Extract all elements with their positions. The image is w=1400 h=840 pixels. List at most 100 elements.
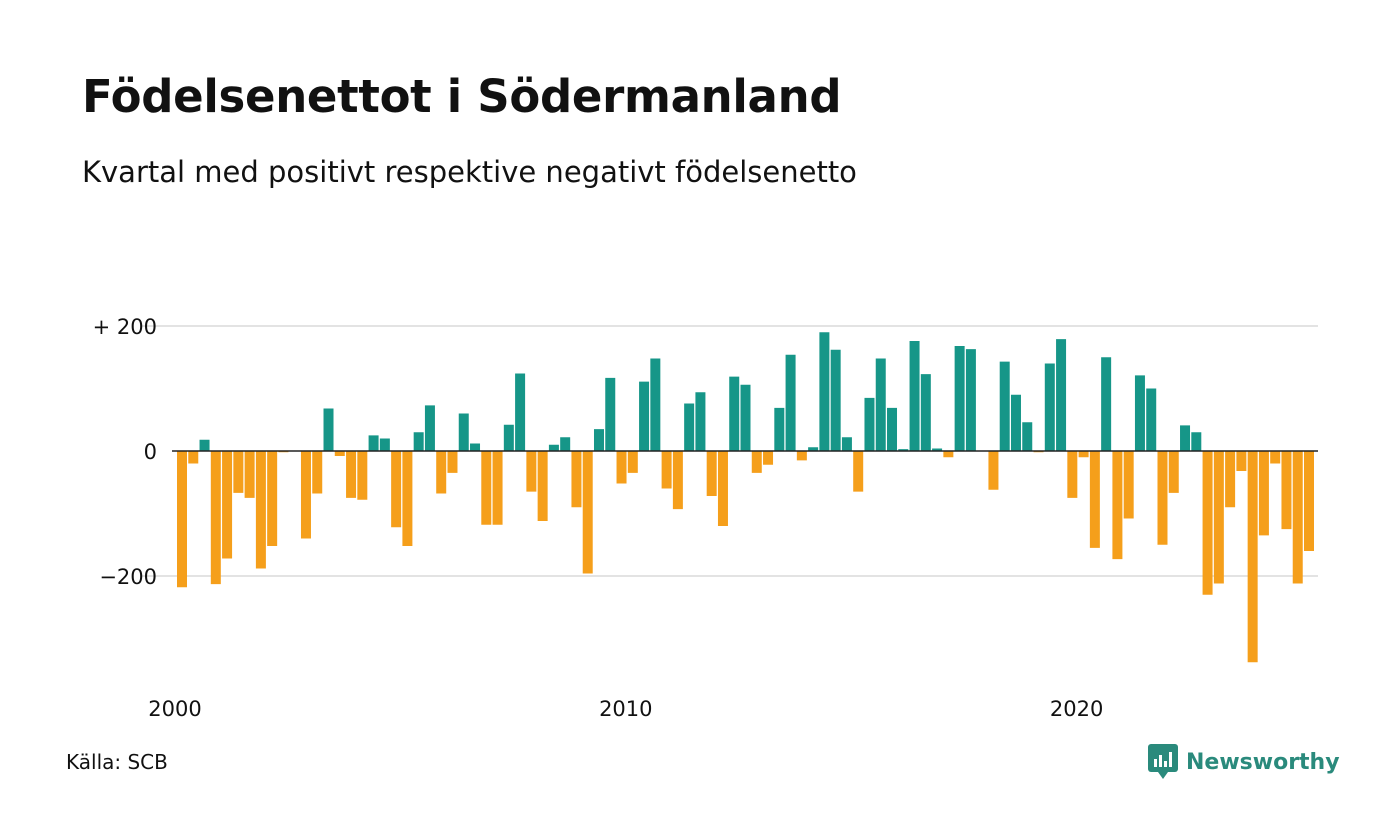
- bar-negative: [706, 451, 717, 496]
- brand-name: Newsworthy: [1186, 749, 1340, 775]
- bar-negative: [582, 451, 593, 574]
- bar-negative: [1258, 451, 1269, 536]
- y-tick-label: −200: [99, 565, 157, 589]
- bar-positive: [379, 438, 390, 451]
- bar-positive: [875, 358, 886, 451]
- bar-negative: [210, 451, 221, 585]
- bar-positive: [1180, 425, 1191, 452]
- bar-negative: [267, 451, 278, 546]
- brand-logo: Newsworthy: [1148, 742, 1340, 782]
- bar-negative: [796, 451, 807, 461]
- bar-positive: [898, 449, 909, 452]
- bar-negative: [357, 451, 368, 500]
- bar-positive: [1146, 388, 1157, 451]
- y-tick-label: 0: [144, 440, 157, 464]
- bar-positive: [887, 407, 898, 452]
- bar-negative: [853, 451, 864, 492]
- bar-negative: [1112, 451, 1123, 560]
- bar-negative: [1078, 451, 1089, 458]
- bar-positive: [323, 408, 334, 451]
- bar-positive: [368, 435, 379, 452]
- bar-positive: [424, 405, 435, 452]
- bar-negative: [436, 451, 447, 494]
- bar-negative: [616, 451, 627, 484]
- bar-negative: [300, 451, 311, 539]
- bar-negative: [1270, 451, 1281, 464]
- bar-positive: [785, 354, 796, 451]
- bar-negative: [481, 451, 492, 525]
- bar-positive: [695, 392, 706, 451]
- bar-positive: [1134, 375, 1145, 452]
- bar-positive: [920, 374, 931, 452]
- bar-positive: [1101, 357, 1112, 451]
- bar-positive: [639, 381, 650, 452]
- source-label: Källa: SCB: [66, 750, 168, 774]
- bar-positive: [605, 377, 616, 452]
- bar-positive: [965, 349, 976, 452]
- bar-negative: [1281, 451, 1292, 530]
- bar-positive: [999, 361, 1010, 452]
- bar-positive: [650, 358, 661, 451]
- chart-title: Födelsenettot i Södermanland: [82, 70, 842, 123]
- bar-positive: [199, 439, 210, 451]
- bar-negative: [255, 451, 266, 569]
- chart-subtitle: Kvartal med positivt respektive negativt…: [82, 155, 857, 189]
- bar-positive: [808, 447, 819, 451]
- bar-positive: [684, 403, 695, 451]
- bar-positive: [954, 346, 965, 451]
- bar-negative: [346, 451, 357, 498]
- bar-negative: [1292, 451, 1303, 584]
- bar-negative: [763, 451, 774, 465]
- bar-negative: [571, 451, 582, 508]
- bar-positive: [864, 397, 875, 452]
- bar-negative: [447, 451, 458, 473]
- bar-positive: [841, 437, 852, 451]
- bar-negative: [177, 451, 187, 588]
- bar-negative: [1202, 451, 1213, 595]
- x-tick-label: 2010: [599, 697, 652, 721]
- bar-negative: [1168, 451, 1179, 493]
- bar-negative: [526, 451, 537, 492]
- bar-negative: [244, 451, 255, 498]
- bar-positive: [1056, 339, 1067, 452]
- bar-negative: [943, 451, 954, 458]
- bar-positive: [819, 332, 830, 451]
- bar-positive: [932, 448, 943, 451]
- bar-negative: [627, 451, 638, 473]
- bar-negative: [1247, 451, 1258, 663]
- bar-negative: [1123, 451, 1134, 519]
- bar-positive: [830, 349, 841, 451]
- bar-positive: [503, 424, 514, 451]
- bar-negative: [233, 451, 244, 493]
- bar-negative: [1304, 451, 1314, 551]
- bar-positive: [1191, 432, 1202, 451]
- bar-negative: [492, 451, 503, 525]
- x-tick-label: 2000: [148, 697, 201, 721]
- bar-negative: [188, 451, 199, 464]
- bar-positive: [413, 432, 424, 451]
- bar-positive: [515, 373, 526, 451]
- bar-positive: [729, 376, 740, 452]
- bar-negative: [1236, 451, 1247, 471]
- bar-negative: [751, 451, 762, 473]
- bar-negative: [661, 451, 672, 489]
- bar-positive: [560, 437, 571, 451]
- bar-negative: [1067, 451, 1078, 498]
- bar-negative: [717, 451, 728, 526]
- bar-negative: [1225, 451, 1236, 508]
- bar-positive: [470, 443, 481, 451]
- bar-negative: [672, 451, 683, 510]
- bar-negative: [402, 451, 413, 546]
- bar-negative: [1157, 451, 1168, 545]
- bar-positive: [1022, 422, 1033, 451]
- bar-positive: [909, 341, 920, 451]
- bar-positive: [774, 407, 785, 452]
- bar-negative: [334, 451, 345, 456]
- bar-negative: [391, 451, 402, 528]
- bar-negative: [537, 451, 548, 521]
- bar-positive: [458, 413, 469, 451]
- newsworthy-logo-icon: [1148, 744, 1178, 779]
- bar-positive: [740, 384, 751, 451]
- bar-negative: [988, 451, 999, 490]
